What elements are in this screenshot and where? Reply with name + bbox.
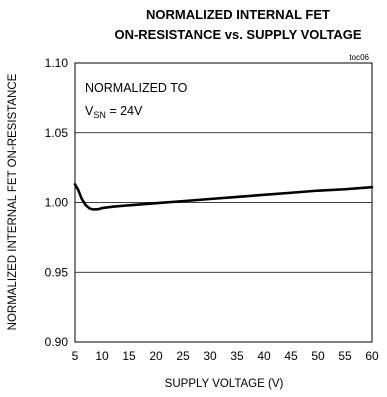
y-axis-label: NORMALIZED INTERNAL FET ON-RESISTANCE	[7, 73, 19, 330]
x-axis-label: SUPPLY VOLTAGE (V)	[165, 378, 284, 390]
annotation-suffix: = 24V	[106, 104, 143, 118]
x-tick-label: 35	[230, 349, 244, 363]
x-tick-label: 10	[95, 349, 109, 363]
y-tick-label: 1.05	[45, 126, 69, 140]
x-tick-label: 40	[257, 349, 271, 363]
x-tick-label: 45	[284, 349, 298, 363]
chart-code-label: toc06	[349, 53, 369, 62]
y-tick-label: 0.90	[45, 335, 69, 349]
x-tick-label: 60	[365, 349, 379, 363]
x-tick-label: 30	[203, 349, 217, 363]
y-tick-label: 1.10	[45, 56, 69, 70]
x-tick-label: 20	[149, 349, 163, 363]
y-tick-label: 1.00	[45, 196, 69, 210]
chart-title-line-2: ON-RESISTANCE vs. SUPPLY VOLTAGE	[114, 27, 361, 42]
annotation-line-1: NORMALIZED TO	[85, 81, 188, 95]
plot-frame	[74, 62, 373, 343]
x-tick-label: 5	[72, 349, 79, 363]
x-tick-label: 55	[338, 349, 352, 363]
x-tick-label: 25	[176, 349, 190, 363]
x-tick-label: 15	[122, 349, 136, 363]
y-tick-label: 0.95	[45, 265, 69, 279]
annotation-line-2: VSN = 24V	[85, 104, 143, 120]
annotation-prefix: V	[85, 104, 94, 118]
x-tick-label: 50	[311, 349, 325, 363]
series-line	[73, 183, 374, 211]
annotation-subscript: SN	[93, 110, 106, 120]
y-tick-labels: 1.10 1.05 1.00 0.95 0.90	[45, 56, 69, 349]
x-tick-labels: 5 10 15 20 25 30 35 40 45 50 55 60	[72, 349, 379, 363]
chart-title-line-1: NORMALIZED INTERNAL FET	[146, 7, 330, 22]
